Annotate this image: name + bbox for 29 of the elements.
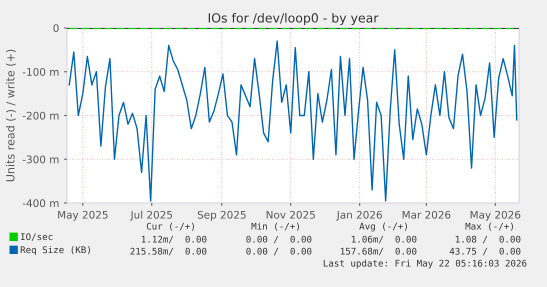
y-tick-label: -200 m — [22, 112, 58, 120]
text: Avg (-/+) — [359, 222, 407, 232]
text: Cur (-/+) — [146, 222, 194, 231]
x-tick-label: Sep 2025 — [198, 210, 246, 221]
text: 0.00 / 0.00 — [246, 248, 312, 256]
text: 43.75 / 0.00 — [450, 248, 520, 256]
chart-title: IOs for /dev/loop0 - by year — [208, 12, 378, 26]
x-tick-label: Nov 2025 — [266, 210, 315, 219]
text: Last update: Fri May 22 05:16:03 2026 — [324, 260, 526, 268]
x-tick-label: Mar 2026 — [402, 210, 450, 219]
text: 215.58m/ 0.00 — [130, 248, 206, 256]
y-axis-title: Units read (-) / write (+) — [6, 50, 16, 182]
x-tick-label: May 2025 — [58, 210, 108, 221]
y-tick-label: -100 m — [22, 68, 58, 76]
text: 1.08 / 0.00 — [456, 236, 520, 244]
text: 1.12m/ 0.00 — [142, 236, 206, 244]
y-tick-label: -300 m — [22, 155, 58, 164]
text: Max (-/+) — [466, 222, 513, 231]
x-tick-label: May 2026 — [470, 210, 520, 221]
text: Min (-/+) — [252, 222, 299, 231]
text: 0.00 / 0.00 — [246, 236, 312, 244]
y-tick-label: 0 — [53, 24, 59, 32]
text: 157.68m/ 0.00 — [340, 248, 416, 256]
legend-label: Req Size (KB) — [20, 246, 90, 255]
y-tick-label: -400 m — [22, 199, 58, 208]
x-tick-label: Jan 2026 — [336, 210, 382, 221]
text: 1.06m/ 0.00 — [352, 236, 416, 244]
x-tick-label: Jul 2025 — [130, 210, 172, 221]
legend-label: IO/sec — [20, 233, 52, 241]
